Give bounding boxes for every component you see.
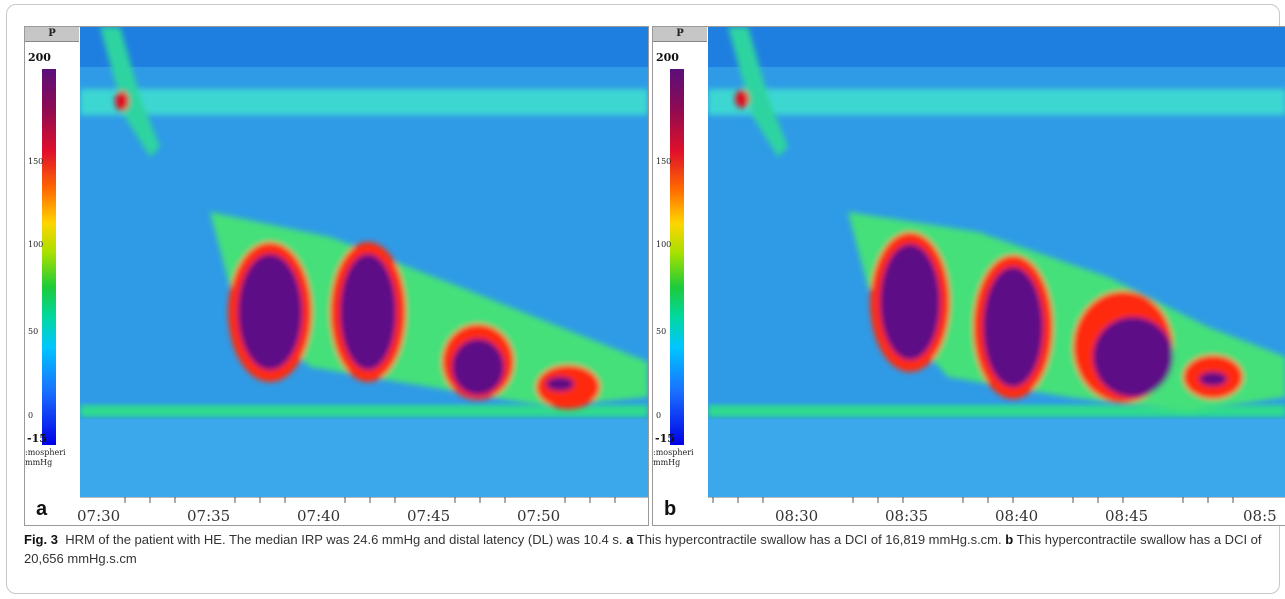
hrm-panel-a: P 200 150 100 50 0 -15 :mospheri mmHg bbox=[24, 26, 649, 526]
time-label-a-4: 07:50 bbox=[517, 507, 560, 525]
scale-unit-line1: :mospheri bbox=[25, 448, 66, 457]
scale-header: P bbox=[25, 27, 79, 42]
panel-letter-a: a bbox=[36, 498, 48, 520]
caption-b-letter: b bbox=[1005, 532, 1014, 547]
scale-max-label: 200 bbox=[28, 51, 51, 64]
caption-text-2: This hypercontractile swallow has a DCI … bbox=[636, 532, 1002, 547]
time-label-b-3: 08:45 bbox=[1105, 507, 1148, 525]
time-axis-b: 08:30 08:35 08:40 08:45 08:5 bbox=[653, 497, 1285, 525]
caption-label: Fig. 3 bbox=[24, 532, 58, 547]
caption-text-1: HRM of the patient with HE. The median I… bbox=[65, 532, 623, 547]
scale-unit-line2: mmHg bbox=[25, 458, 53, 467]
time-label-a-1: 07:35 bbox=[187, 507, 230, 525]
scale-tick-150: 150 bbox=[656, 157, 672, 166]
caption-a-letter: a bbox=[626, 532, 634, 547]
time-label-a-2: 07:40 bbox=[297, 507, 340, 525]
scale-min-label: -15 bbox=[655, 432, 675, 445]
time-label-b-0: 08:30 bbox=[775, 507, 818, 525]
time-label-b-1: 08:35 bbox=[885, 507, 928, 525]
pressure-topography-a bbox=[80, 27, 648, 497]
scale-tick-100: 100 bbox=[28, 240, 44, 249]
figure-caption: Fig. 3 HRM of the patient with HE. The m… bbox=[24, 530, 1274, 568]
time-label-b-4: 08:5 bbox=[1243, 507, 1277, 525]
scale-tick-0: 0 bbox=[656, 411, 662, 420]
scale-min-label: -15 bbox=[27, 432, 47, 445]
scale-header: P bbox=[653, 27, 707, 42]
scale-tick-0: 0 bbox=[28, 411, 34, 420]
scale-unit-line1: :mospheri bbox=[653, 448, 694, 457]
scale-tick-50: 50 bbox=[28, 327, 39, 336]
scale-unit: :mospheri mmHg bbox=[653, 448, 707, 468]
topography-image-b bbox=[708, 27, 1285, 497]
scale-tick-50: 50 bbox=[656, 327, 667, 336]
time-label-b-2: 08:40 bbox=[995, 507, 1038, 525]
scale-tick-150: 150 bbox=[28, 157, 44, 166]
pressure-colorbar bbox=[42, 69, 56, 445]
time-label-a-0: 07:30 bbox=[77, 507, 120, 525]
topography-image-a bbox=[80, 27, 648, 497]
time-axis-a: 07:30 07:35 07:40 07:45 07:50 bbox=[25, 497, 648, 525]
scale-max-label: 200 bbox=[656, 51, 679, 64]
pressure-colorbar bbox=[670, 69, 684, 445]
caption-text-3: This hypercontractile swallow has a DCI … bbox=[24, 532, 1262, 566]
time-label-a-3: 07:45 bbox=[407, 507, 450, 525]
panel-letter-b: b bbox=[664, 498, 677, 520]
hrm-panel-b: P 200 150 100 50 0 -15 :mospheri mmHg bbox=[652, 26, 1285, 526]
scale-unit: :mospheri mmHg bbox=[25, 448, 79, 468]
pressure-scale-b: P 200 150 100 50 0 -15 :mospheri mmHg bbox=[653, 27, 707, 525]
scale-unit-line2: mmHg bbox=[653, 458, 681, 467]
pressure-topography-b bbox=[708, 27, 1285, 497]
pressure-scale-a: P 200 150 100 50 0 -15 :mospheri mmHg bbox=[25, 27, 79, 525]
scale-tick-100: 100 bbox=[656, 240, 672, 249]
